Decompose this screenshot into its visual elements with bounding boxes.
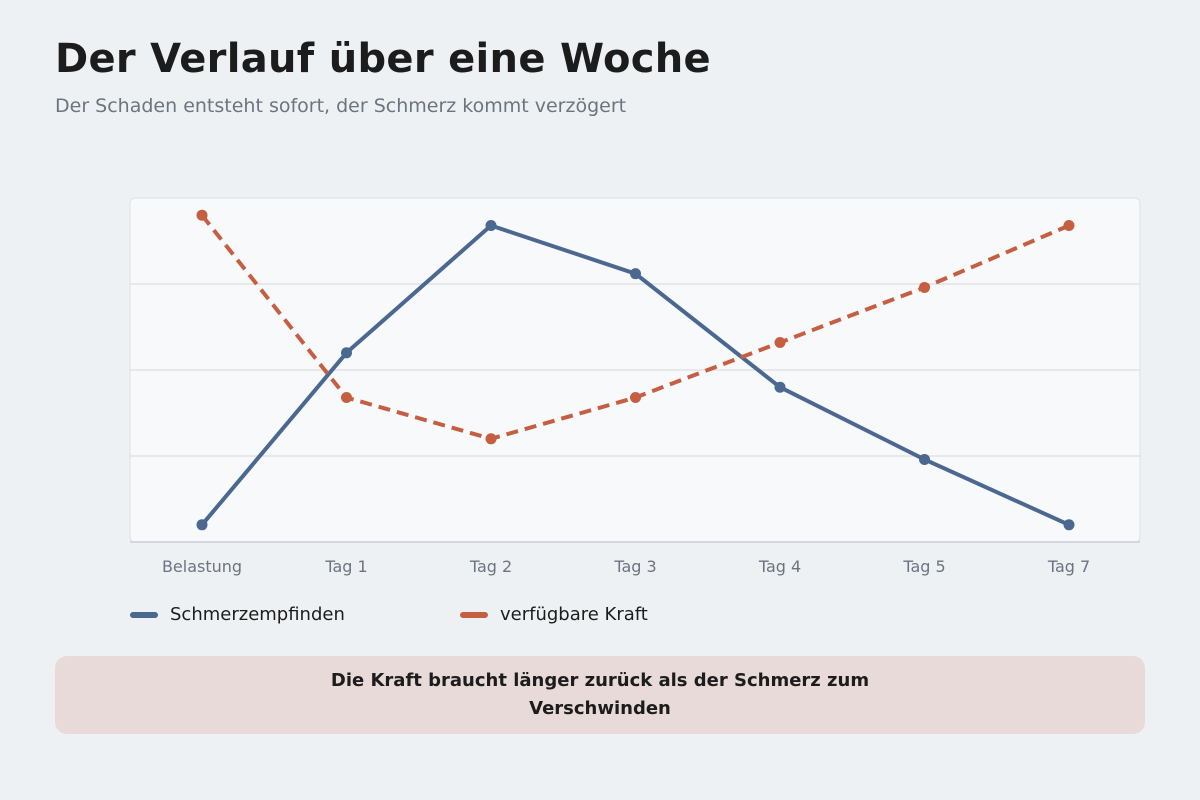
data-point-series-1-2 xyxy=(485,433,497,445)
data-point-series-1-4 xyxy=(774,336,786,348)
legend-swatch-series-0 xyxy=(130,611,158,618)
data-point-series-0-6 xyxy=(1063,519,1075,531)
data-point-series-1-1 xyxy=(341,392,352,404)
data-point-series-0-3 xyxy=(630,268,641,280)
data-point-series-1-5 xyxy=(919,281,930,293)
legend-item-series-0: Schmerzempfinden xyxy=(130,604,345,625)
x-tick-label-5: Tag 5 xyxy=(902,557,945,576)
x-tick-label-2: Tag 2 xyxy=(469,557,512,576)
data-point-series-1-6 xyxy=(1063,220,1075,232)
x-tick-label-1: Tag 1 xyxy=(324,557,367,576)
legend-label-series-0: Schmerzempfinden xyxy=(170,604,345,625)
x-tick-label-0: Belastung xyxy=(162,557,242,576)
x-tick-label-4: Tag 4 xyxy=(758,557,801,576)
data-point-series-1-3 xyxy=(630,392,641,404)
chart-subtitle: Der Schaden entsteht sofort, der Schmerz… xyxy=(55,95,627,117)
data-point-series-0-2 xyxy=(485,220,497,232)
data-point-series-1-0 xyxy=(196,209,208,221)
takeaway-callout: Die Kraft braucht länger zurück als der … xyxy=(55,656,1145,734)
legend-item-series-1: verfügbare Kraft xyxy=(460,604,648,625)
x-tick-label-6: Tag 7 xyxy=(1047,557,1090,576)
legend-swatch-series-1 xyxy=(460,611,488,618)
takeaway-text: Die Kraft braucht länger zurück als der … xyxy=(330,670,870,719)
x-tick-label-3: Tag 3 xyxy=(613,557,656,576)
legend-label-series-1: verfügbare Kraft xyxy=(500,604,648,625)
data-point-series-0-0 xyxy=(196,519,208,531)
data-point-series-0-5 xyxy=(919,453,930,465)
chart-legend: Schmerzempfinden verfügbare Kraft xyxy=(130,604,830,630)
data-point-series-0-4 xyxy=(774,381,786,393)
data-point-series-0-1 xyxy=(341,347,352,359)
line-chart: Belastung Tag 1 Tag 2 Tag 3 Tag 4 Tag 5 Tag 7 xyxy=(129,197,1141,576)
chart-title: Der Verlauf über eine Woche xyxy=(55,36,711,82)
